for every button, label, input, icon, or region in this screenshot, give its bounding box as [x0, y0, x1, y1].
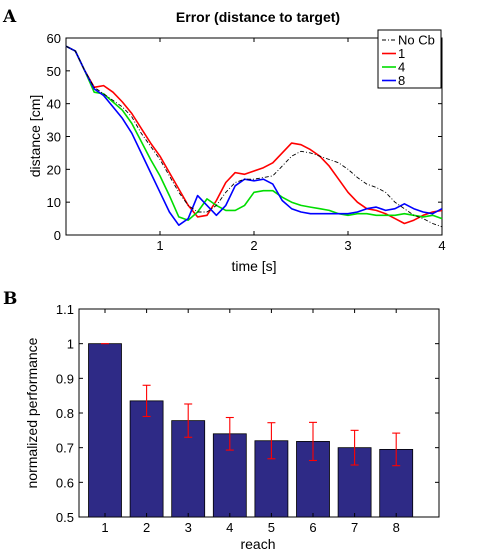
legend-label: 1 — [398, 46, 405, 61]
x-tick-label: 3 — [185, 520, 192, 535]
chart-a-series — [65, 45, 443, 228]
chart-a-ylabel: distance [cm] — [27, 95, 43, 177]
x-tick-label: 7 — [351, 520, 358, 535]
series-line-1 — [65, 45, 443, 225]
y-tick-label: 0.5 — [56, 510, 74, 525]
x-tick-label: 5 — [268, 520, 275, 535]
x-tick-label: 8 — [393, 520, 400, 535]
bar-reach-2 — [129, 400, 164, 518]
y-tick-label: 60 — [47, 31, 61, 46]
panel-b: B 0.5 0.6 0.7 0.8 0.9 1 1.1 1 2 3 4 5 6 7 8 reach norm… — [3, 289, 440, 552]
legend-label: 8 — [398, 73, 405, 88]
y-tick-label: 50 — [47, 64, 61, 79]
panel-a: A Error (distance to target) 0 10 20 30 40 50… — [2, 7, 446, 274]
x-tick-label: 4 — [438, 238, 445, 253]
x-tick-label: 3 — [344, 238, 351, 253]
y-tick-label: 0.7 — [56, 441, 74, 456]
legend-label: No Cb — [398, 33, 435, 48]
bar-reach-1 — [88, 343, 122, 518]
y-tick-label: 1 — [67, 337, 74, 352]
chart-a-ticks: 0 10 20 30 40 50 60 1 2 3 4 — [47, 31, 446, 253]
series-line-8 — [65, 45, 443, 226]
x-tick-label: 2 — [143, 520, 150, 535]
panel-letter-b: B — [3, 289, 17, 309]
y-tick-label: 10 — [47, 195, 61, 210]
y-tick-label: 0.6 — [56, 475, 74, 490]
chart-a-xlabel: time [s] — [231, 258, 276, 274]
x-tick-label: 1 — [101, 520, 108, 535]
chart-a-title: Error (distance to target) — [176, 9, 340, 25]
y-tick-label: 40 — [47, 97, 61, 112]
y-tick-label: 0 — [54, 228, 61, 243]
panel-letter-a: A — [2, 7, 17, 27]
x-tick-label: 6 — [309, 520, 316, 535]
y-tick-label: 30 — [47, 130, 61, 145]
y-tick-label: 1.1 — [56, 302, 74, 317]
chart-b-xlabel: reach — [240, 536, 275, 552]
x-tick-label: 4 — [226, 520, 233, 535]
legend-label: 4 — [398, 60, 405, 75]
y-tick-label: 20 — [47, 162, 61, 177]
x-tick-label: 1 — [156, 238, 163, 253]
chart-b-ylabel: normalized performance — [24, 337, 40, 488]
y-tick-label: 0.9 — [56, 371, 74, 386]
x-tick-label: 2 — [250, 238, 257, 253]
chart-b-ticks: 0.5 0.6 0.7 0.8 0.9 1 1.1 1 2 3 4 5 6 7 8 — [56, 302, 439, 535]
series-line-4 — [65, 45, 443, 221]
y-tick-label: 0.8 — [56, 406, 74, 421]
